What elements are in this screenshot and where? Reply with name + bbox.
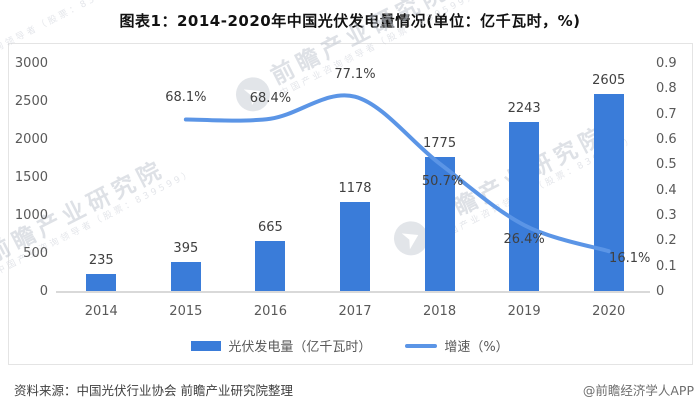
bar-value-label: 665 [258,220,283,236]
legend: 光伏发电量（亿千瓦时） 增速（%） [0,336,700,355]
y-axis-left-tick-label: 1500 [14,170,48,185]
bar-2017 [339,202,370,292]
y-axis-right-tick-label: 0.7 [656,106,677,122]
legend-item-growth: 增速（%） [405,336,509,355]
y-axis-left-tick-label: 3000 [14,56,48,71]
credit-note: @前瞻经济学人APP [582,383,694,398]
bar-series-swatch [191,340,222,351]
chart-title: 图表1：2014-2020年中国光伏发电量情况(单位：亿千瓦时，%) [119,12,581,30]
bar-2014 [86,274,117,292]
x-axis-category-label: 2020 [592,304,626,319]
legend-item-generation: 光伏发电量（亿千瓦时） [191,336,371,355]
y-axis-left-tick-label: 500 [23,246,48,261]
bar-2015 [170,261,201,292]
x-axis-category-label: 2019 [507,304,541,319]
growth-rate-label: 68.4% [249,90,292,106]
x-axis-category-label: 2018 [423,304,457,319]
y-axis-left-tick-label: 1000 [14,208,48,223]
y-axis-right-tick-label: 0.9 [656,56,677,71]
footer: 资料来源：中国光伏行业协会 前瞻产业研究院整理 @前瞻经济学人APP [0,380,700,400]
x-axis-category-label: 2015 [169,304,203,319]
y-axis-left-tick-label: 2000 [14,132,48,147]
plot-panel [8,43,693,365]
y-axis-right-tick-label: 0.8 [656,81,677,97]
bar-value-label: 235 [88,253,114,269]
line-series-swatch [405,343,438,348]
bar-value-label: 395 [173,240,199,256]
growth-rate-label: 50.7% [421,173,464,189]
y-axis-right-tick-label: 0.5 [656,157,677,173]
y-axis-left-tick-label: 2500 [14,94,48,109]
y-axis-right-tick-label: 0.3 [656,208,677,223]
y-axis-right-tick-label: 0.6 [656,132,677,147]
bar-value-label: 2605 [592,73,626,89]
bar-2016 [255,241,286,292]
growth-rate-label: 16.1% [609,251,651,267]
y-axis-right-tick-label: 0 [656,284,665,299]
x-axis-category-label: 2014 [84,304,118,319]
bar-value-label: 1775 [423,136,457,152]
growth-rate-label: 26.4% [503,232,545,248]
x-axis-category-label: 2017 [338,304,372,319]
y-axis-right-tick-label: 0.1 [656,258,677,274]
data-source-note: 资料来源：中国光伏行业协会 前瞻产业研究院整理 [14,383,293,398]
bar-value-label: 1178 [338,181,372,197]
x-axis-category-label: 2016 [253,304,287,319]
bar-value-label: 2243 [507,100,541,116]
growth-rate-label: 68.1% [165,90,207,106]
growth-rate-label: 77.1% [334,66,376,82]
bar-2019 [509,121,540,292]
y-axis-right-tick-label: 0.2 [656,233,677,249]
x-axis-line [56,291,650,293]
y-axis-right-tick-label: 0.4 [656,182,677,198]
y-axis-left-tick-label: 0 [39,284,48,299]
